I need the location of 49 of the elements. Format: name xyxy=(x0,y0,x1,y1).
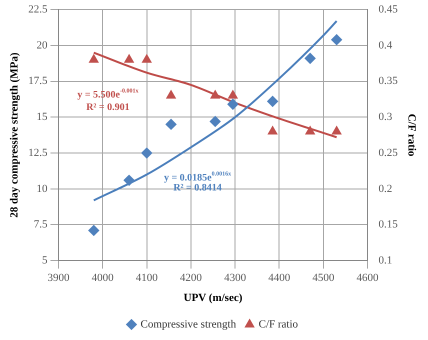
point xyxy=(304,52,316,64)
point xyxy=(268,126,278,135)
point xyxy=(124,54,134,63)
point xyxy=(210,116,221,127)
y-tick-label: 15 xyxy=(36,111,48,124)
y-tick-label: 20 xyxy=(36,39,48,52)
y-tick-label: 22.5 xyxy=(28,3,48,16)
y-tick-label: 7.5 xyxy=(34,218,48,231)
point xyxy=(166,118,177,130)
point xyxy=(141,148,152,159)
point xyxy=(267,96,278,107)
x-tick-label: 4500 xyxy=(312,272,335,284)
point xyxy=(142,54,152,63)
y-tick-label: 17.5 xyxy=(28,75,48,88)
point xyxy=(88,54,99,63)
y2-tick-label: 0.4 xyxy=(378,39,393,52)
x-tick-label: 3900 xyxy=(47,272,70,284)
point xyxy=(227,98,238,110)
x-tick-label: 4000 xyxy=(92,272,114,284)
point xyxy=(166,90,176,99)
y-axis-title: 28 day compressive strength (MPa) xyxy=(8,52,20,218)
point xyxy=(88,224,100,236)
legend-label: C/F ratio xyxy=(258,318,299,330)
y-tick-label: 5 xyxy=(42,254,48,266)
y2-tick-label: 0.1 xyxy=(378,254,392,266)
y-tick-label: 12.5 xyxy=(28,146,48,159)
x-tick-label: 4100 xyxy=(136,272,158,284)
x-tick-label: 4600 xyxy=(356,272,380,284)
annotation: R² = 0.8414 xyxy=(173,182,222,194)
x-axis-title: UPV (m/sec) xyxy=(184,292,243,304)
y2-tick-label: 0.3 xyxy=(378,111,393,124)
point xyxy=(332,126,342,135)
x-tick-label: 4200 xyxy=(180,272,202,284)
annotation: R² = 0.901 xyxy=(86,102,130,114)
y-tick-label: 10 xyxy=(36,182,48,195)
y2-tick-label: 0.45 xyxy=(378,3,398,16)
point xyxy=(210,90,220,99)
x-tick-label: 4400 xyxy=(268,272,291,284)
x-tick-label: 4300 xyxy=(224,272,247,284)
y2-tick-label: 0.15 xyxy=(378,218,398,231)
y2-tick-label: 0.2 xyxy=(378,182,392,195)
point xyxy=(331,34,342,46)
y2-axis-title: C/F ratio xyxy=(406,114,418,157)
point xyxy=(124,174,135,186)
legend-label: Compressive strength xyxy=(140,318,237,330)
y2-tick-label: 0.35 xyxy=(378,75,398,88)
point xyxy=(228,90,238,99)
y2-tick-label: 0.25 xyxy=(378,146,398,159)
point xyxy=(305,126,315,135)
